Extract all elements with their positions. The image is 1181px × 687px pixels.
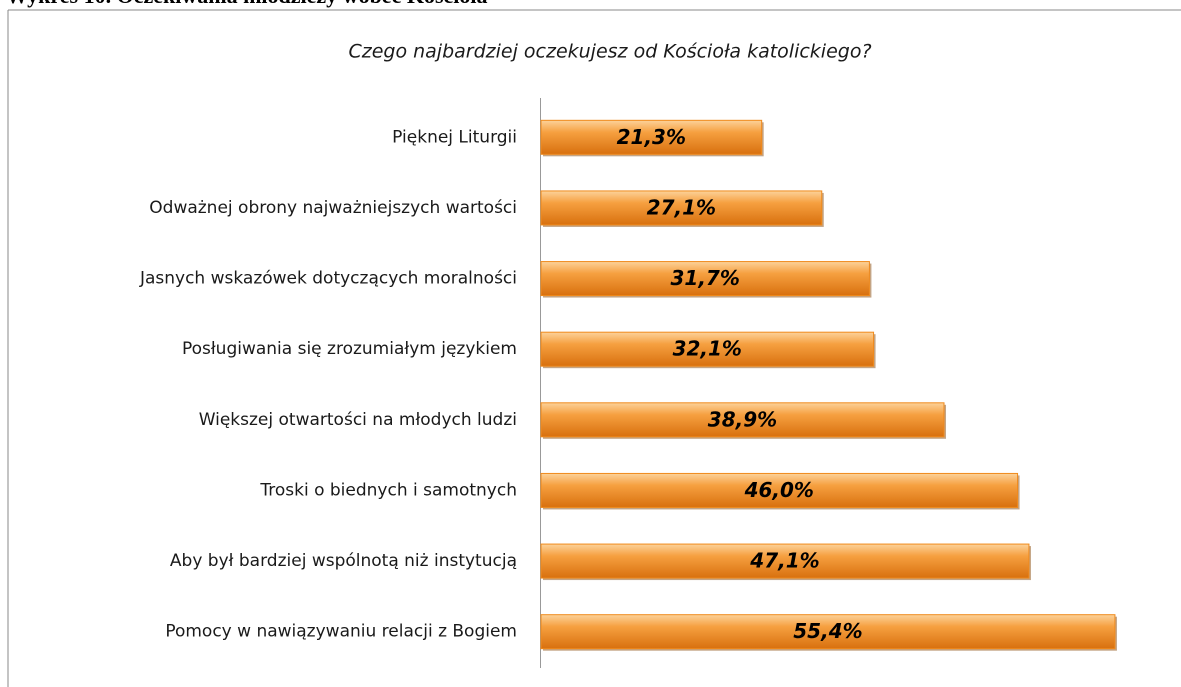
caption: Wykres 10. Oczekiwania młodzieży wobec K… [6,0,488,8]
bar [540,190,823,226]
category-label: Większej otwartości na młodych ludzi [199,410,517,430]
chart-title: Czego najbardziej oczekujesz od Kościoła… [348,41,871,63]
bar [540,119,763,155]
value-label: 55,4% [793,619,862,643]
category-label: Pomocy w nawiązywaniu relacji z Bogiem [165,622,517,642]
value-label: 27,1% [647,195,716,219]
bar [540,331,875,367]
frame [7,9,1181,687]
value-label: 38,9% [708,407,777,431]
bar [540,543,1030,579]
value-label: 21,3% [617,125,686,149]
value-label: 47,1% [749,549,819,573]
bar [540,472,1019,508]
bar [540,402,945,438]
category-label: Posługiwania się zrozumiałym językiem [182,339,517,359]
category-label: Troski o biednych i samotnych [259,480,517,500]
value-label: 46,0% [744,478,814,502]
category-label: Aby był bardziej wspólnotą niż instytucj… [170,551,517,571]
category-label: Pięknej Liturgii [392,127,517,147]
value-label: 31,7% [671,266,740,290]
category-label: Jasnych wskazówek dotyczących moralności [139,269,517,289]
bar [540,614,1116,650]
category-label: Odważnej obrony najważniejszych wartości [149,198,517,218]
value-label: 32,1% [673,337,742,361]
bar [540,261,870,297]
